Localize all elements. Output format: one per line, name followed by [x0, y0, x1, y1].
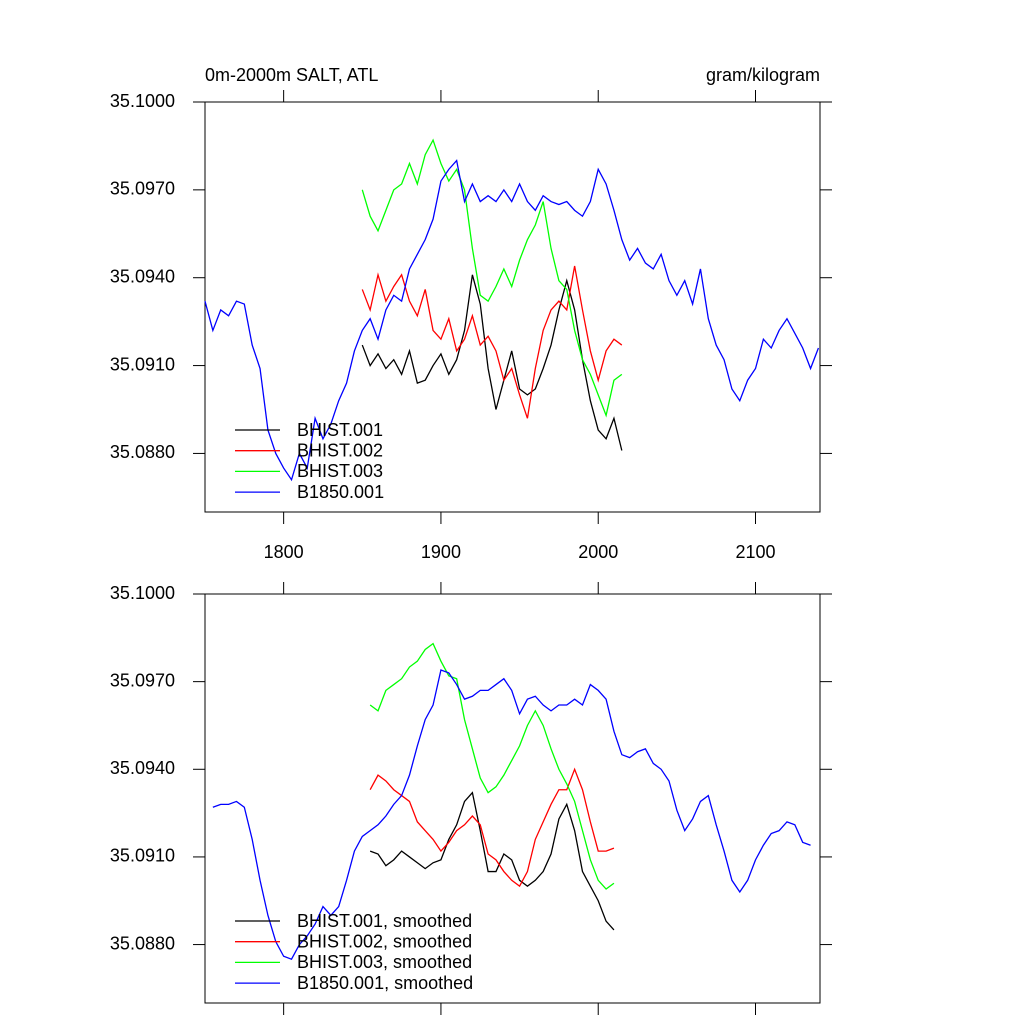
chart-title: 0m-2000m SALT, ATL	[205, 65, 378, 85]
y-tick-label: 35.0880	[110, 933, 175, 953]
y-tick-label: 35.0970	[110, 670, 175, 690]
legend-label: BHIST.003, smoothed	[297, 952, 472, 972]
series-line	[369, 767, 615, 888]
y-tick-label: 35.0970	[110, 179, 175, 199]
y-tick-label: 35.0910	[110, 846, 175, 866]
legend-label: BHIST.002, smoothed	[297, 931, 472, 951]
y-tick-label: 35.0940	[110, 266, 175, 286]
x-tick-label: 1900	[421, 542, 461, 562]
y-tick-label: 35.1000	[110, 91, 175, 111]
y-tick-label: 35.0940	[110, 758, 175, 778]
y-tick-label: 35.0880	[110, 442, 175, 462]
y-tick-label: 35.1000	[110, 583, 175, 603]
legend-label: BHIST.002	[297, 440, 383, 460]
series-line	[361, 274, 623, 451]
legend-label: BHIST.001, smoothed	[297, 911, 472, 931]
series-line	[361, 265, 623, 419]
series-line	[369, 642, 615, 890]
y-tick-label: 35.0910	[110, 354, 175, 374]
series-line	[204, 159, 820, 482]
legend-label: B1850.001	[297, 482, 384, 502]
series-line	[369, 791, 615, 931]
x-tick-label: 2000	[578, 542, 618, 562]
legend-label: BHIST.003	[297, 461, 383, 481]
units-label: gram/kilogram	[706, 65, 820, 85]
legend-label: B1850.001, smoothed	[297, 973, 473, 993]
plot-frame	[204, 101, 821, 513]
series-line	[212, 669, 811, 960]
plot-frame	[204, 593, 821, 1004]
x-tick-label: 1800	[264, 542, 304, 562]
legend-label: BHIST.001	[297, 420, 383, 440]
x-tick-label: 2100	[735, 542, 775, 562]
series-line	[361, 138, 623, 418]
